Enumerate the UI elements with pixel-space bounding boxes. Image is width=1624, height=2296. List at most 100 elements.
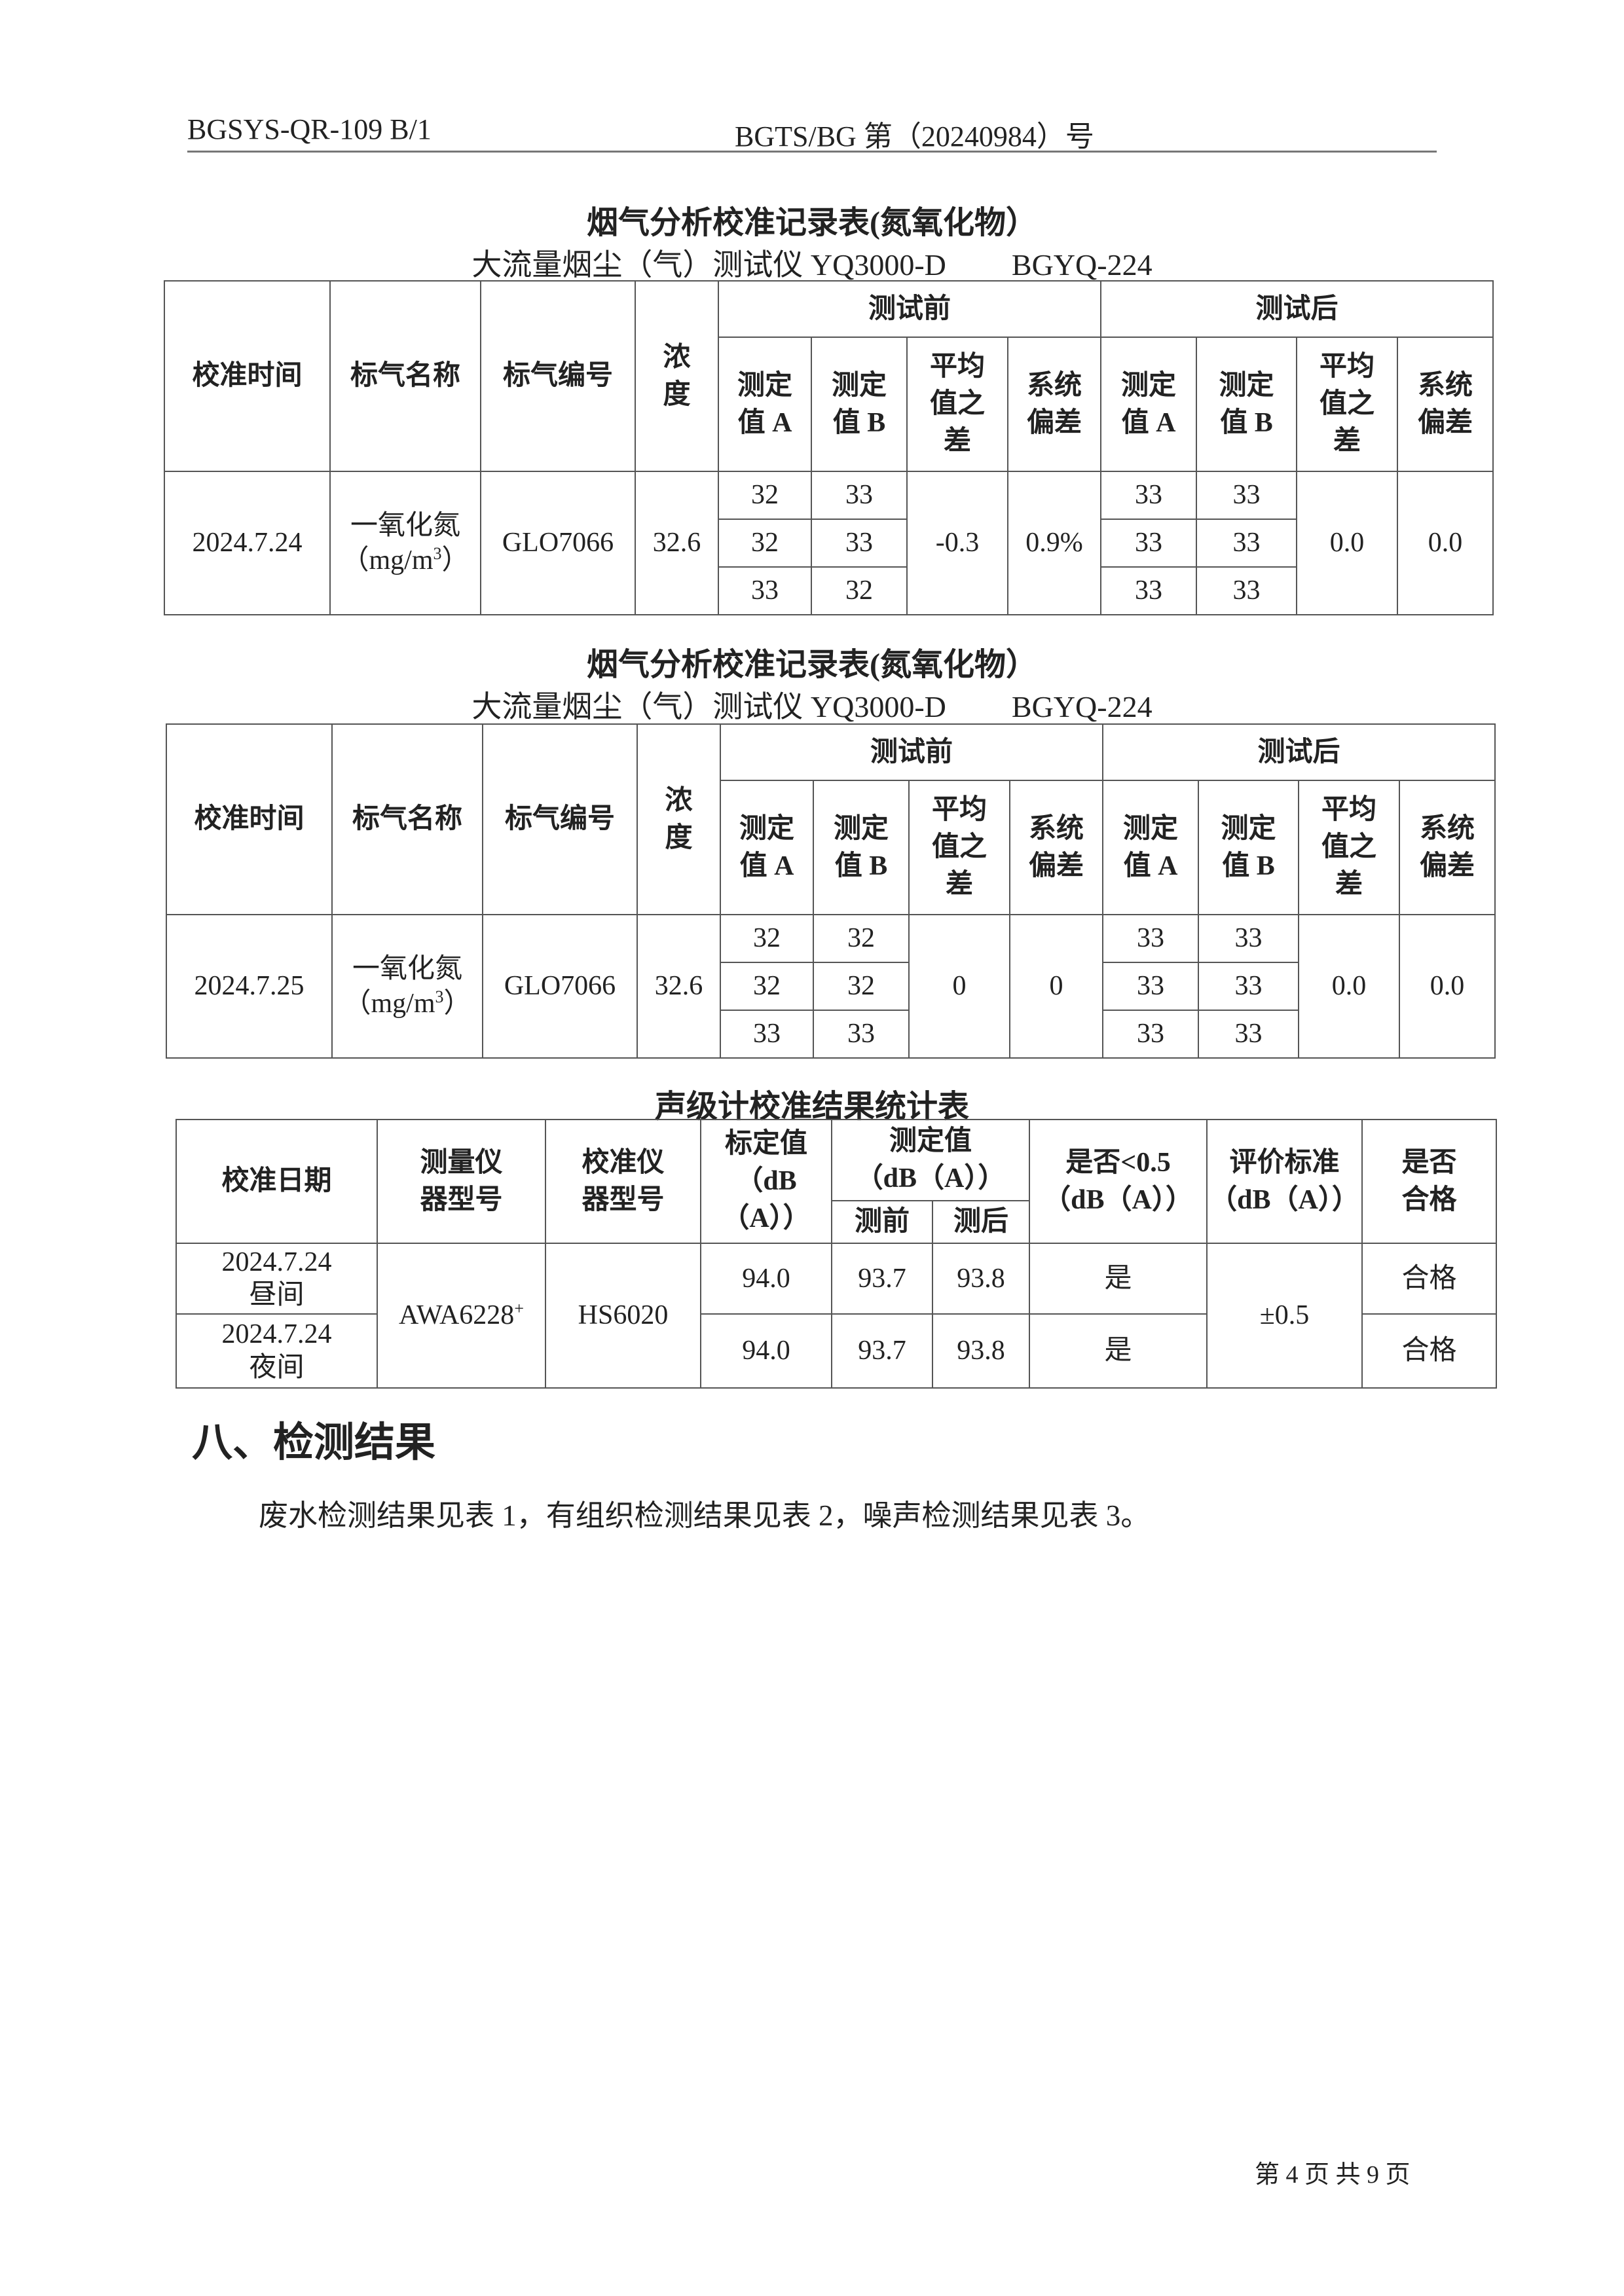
nominal-cell: 94.0 (700, 1313, 832, 1389)
header-avg-diff: 平均 值之 差 (906, 337, 1008, 472)
instrument-id: BGYQ-224 (1011, 690, 1153, 723)
header-bias: 系统 偏差 (1397, 337, 1494, 472)
calibration-table: 校准时间 标气名称 标气编号浓 度测试前 测试后 测定 值 A 测定 值 B 平均 值之 差… (164, 280, 1494, 615)
table-row: 33 32 33 33 (164, 566, 1493, 615)
header-gas-name: 标气名称 (329, 280, 481, 472)
header-divider (187, 151, 1437, 153)
header-time: 校准时间 (166, 723, 333, 915)
sound-table-title: 声级计校准结果统计表 (654, 1089, 969, 1124)
table-row: 2024.7.24 一氧化氮 （mg/m3） GLO7066 32.6 32 33 -0.3 0… (164, 471, 1494, 615)
header-after: 测后 (932, 1200, 1030, 1244)
header-after-test: 测试后 (1102, 723, 1496, 781)
gas-unit-sup: 3 (433, 543, 442, 563)
header-concentration: 浓 度 (635, 280, 719, 472)
gas-unit-close: ） (443, 988, 471, 1019)
before-avg-diff-cell: -0.3 (906, 471, 1008, 615)
header-avg-diff: 平均 值之 差 (908, 780, 1010, 915)
header-bias: 系统 偏差 (1399, 780, 1496, 915)
instrument-id: BGYQ-224 (1011, 248, 1153, 282)
header-date: 校准日期 (175, 1119, 378, 1244)
form-code: BGSYS-QR-109 B/1 (187, 113, 432, 145)
before-a-cell: 32 (720, 914, 814, 963)
header-value-a: 测定 值 A (1100, 337, 1198, 472)
calibration-table-subtitle: 大流量烟尘（气）测试仪 YQ3000-D BGYQ-224 (0, 241, 1624, 284)
within-cell: 是 (1029, 1243, 1208, 1315)
criterion-cell: ±0.5 (1206, 1243, 1363, 1389)
after-avg-diff-cell: 0.0 (1298, 914, 1401, 1059)
gas-name-cell: 一氧化氮 （mg/m3） (331, 914, 483, 1059)
header-before: 测前 (831, 1200, 933, 1244)
meter-model-cell: AWA6228+ (377, 1243, 546, 1389)
after-b-cell: 33 (1198, 962, 1300, 1011)
before-b-cell: 32 (811, 566, 908, 615)
gas-unit: （mg/m (341, 545, 434, 575)
within-cell: 是 (1029, 1313, 1208, 1389)
header-bias: 系统 偏差 (1008, 780, 1104, 915)
gas-code-cell: GLO7066 (482, 914, 638, 1059)
header-value-b: 测定 值 B (1196, 337, 1298, 472)
header-measured: 测定值 （dB（A）） (831, 1119, 1030, 1201)
page-number: 第 4 页 共 9 页 (1255, 2161, 1411, 2189)
gas-unit: （mg/m (343, 988, 435, 1019)
calibration-table: 校准时间 标气名称 标气编号浓 度测试前 测试后 测定 值 A 测定 值 B 平均 值之 差… (166, 723, 1496, 1059)
calibrator-model-cell: HS6020 (545, 1243, 701, 1389)
before-a-cell: 32 (720, 962, 814, 1011)
header-gas-code: 标气编号 (482, 723, 638, 915)
after-a-cell: 33 (1102, 962, 1200, 1011)
before-cell: 93.7 (831, 1243, 933, 1315)
table-row: 2024.7.24 夜间 94.0 93.7 93.8 是 合格 (175, 1313, 1497, 1389)
instrument-name: 大流量烟尘（气）测试仪 YQ3000-D (471, 690, 946, 723)
meter-model: AWA6228 (399, 1300, 515, 1331)
after-a-cell: 33 (1102, 914, 1200, 963)
header-value-b: 测定 值 B (811, 337, 908, 472)
before-b-cell: 33 (811, 519, 908, 568)
date-cell: 2024.7.25 (166, 914, 333, 1059)
report-number: BGTS/BG 第（20240984）号 (735, 120, 1094, 153)
header-avg-diff: 平均 值之 差 (1296, 337, 1399, 472)
header-value-a: 测定 值 A (1102, 780, 1200, 915)
pass-cell: 合格 (1361, 1313, 1497, 1389)
after-cell: 93.8 (932, 1313, 1030, 1389)
gas-unit-sup: 3 (435, 987, 444, 1006)
meter-model-sup: + (514, 1299, 524, 1319)
before-a-cell: 33 (718, 566, 812, 615)
gas-name-cell: 一氧化氮 （mg/m3） (329, 471, 481, 615)
after-b-cell: 33 (1196, 471, 1298, 520)
gas-name: 一氧化氮 (350, 511, 460, 541)
before-bias-cell: 0.9% (1006, 471, 1102, 615)
calibration-table-subtitle: 大流量烟尘（气）测试仪 YQ3000-D BGYQ-224 (0, 683, 1624, 726)
header-value-b: 测定 值 B (813, 780, 910, 915)
calibration-table-title: 烟气分析校准记录表(氮氧化物） (587, 206, 1037, 240)
before-a-cell: 32 (718, 519, 812, 568)
section-heading: 八、检测结果 (192, 1421, 436, 1465)
concentration-cell: 32.6 (635, 471, 719, 615)
before-cell: 93.7 (831, 1313, 933, 1389)
before-b-cell: 33 (811, 471, 908, 520)
header-gas-name: 标气名称 (331, 723, 483, 915)
table-row: 32 32 33 33 (166, 962, 1495, 1011)
sound-calibration-table: 校准日期 测量仪 器型号 校准仪 器型号 标定值 （dB （A）） 测定值 （d… (175, 1119, 1497, 1389)
header-time: 校准时间 (164, 280, 331, 472)
after-b-cell: 33 (1198, 1010, 1300, 1059)
header-calibrator-model: 校准仪 器型号 (545, 1119, 701, 1244)
before-b-cell: 33 (813, 1010, 910, 1059)
before-a-cell: 32 (718, 471, 812, 520)
date-cell: 2024.7.24 夜间 (175, 1313, 378, 1389)
header-pass: 是否 合格 (1361, 1119, 1497, 1244)
after-cell: 93.8 (932, 1243, 1030, 1315)
header-before-test: 测试前 (717, 280, 1102, 338)
gas-unit-close: ） (441, 545, 470, 575)
header-value-b: 测定 值 B (1198, 780, 1300, 915)
after-b-cell: 33 (1196, 566, 1298, 615)
date-cell: 2024.7.24 昼间 (175, 1243, 378, 1315)
after-a-cell: 33 (1100, 519, 1198, 568)
after-bias-cell: 0.0 (1397, 471, 1494, 615)
nominal-cell: 94.0 (700, 1243, 832, 1315)
instrument-name: 大流量烟尘（气）测试仪 YQ3000-D (471, 248, 946, 282)
pass-cell: 合格 (1361, 1243, 1497, 1315)
after-a-cell: 33 (1100, 471, 1198, 520)
concentration-cell: 32.6 (637, 914, 721, 1059)
calibration-table-title: 烟气分析校准记录表(氮氧化物） (587, 647, 1037, 682)
header-within: 是否<0.5 （dB（A）） (1029, 1119, 1208, 1244)
after-b-cell: 33 (1198, 914, 1300, 963)
